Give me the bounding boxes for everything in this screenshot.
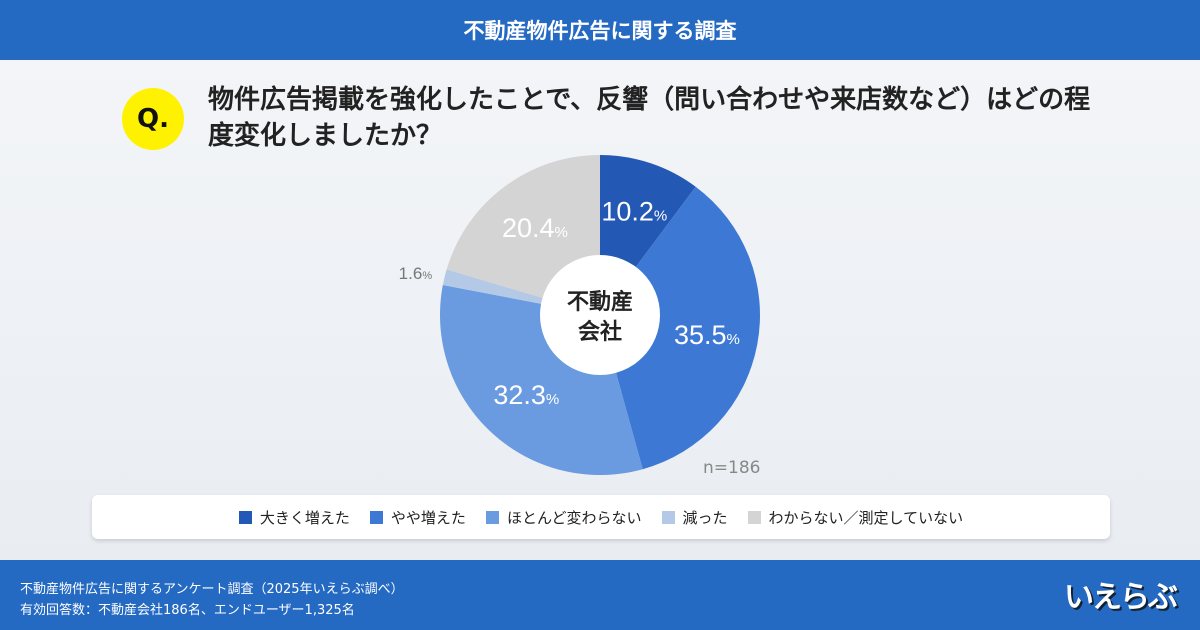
ierabu-logo: いえらぶ	[1064, 580, 1178, 615]
legend-label: ほとんど変わらない	[506, 508, 642, 527]
legend-label: 大きく増えた	[259, 508, 350, 527]
legend-item: ほとんど変わらない	[485, 507, 642, 528]
survey-source: 不動産物件広告に関するアンケート調査（2025年いえらぶ調べ）	[20, 582, 404, 597]
legend-label: 減った	[682, 508, 728, 527]
question-badge: Q.	[122, 88, 184, 150]
center-hole	[540, 255, 660, 375]
legend: 大きく増えた やや増えた ほとんど変わらない 減った わからない／測定していない	[92, 495, 1110, 539]
pie-slice	[600, 186, 761, 470]
legend-swatch	[485, 510, 499, 524]
legend-swatch	[369, 510, 383, 524]
respondent-count: 有効回答数：不動産会社186名、エンドユーザー1,325名	[20, 603, 355, 618]
legend-swatch	[747, 510, 761, 524]
legend-swatch	[238, 510, 252, 524]
legend-label: やや増えた	[390, 508, 466, 527]
footer: 不動産物件広告に関するアンケート調査（2025年いえらぶ調べ） 有効回答数：不動…	[0, 560, 1200, 630]
center-label: 不動産	[567, 289, 633, 315]
legend-item: やや増えた	[369, 507, 466, 528]
legend-label: わからない／測定していない	[768, 508, 964, 527]
legend-item: わからない／測定していない	[747, 507, 964, 528]
legend-item: 減った	[661, 507, 728, 528]
legend-item: 大きく増えた	[238, 507, 350, 528]
question-text: 物件広告掲載を強化したことで、反響（問い合わせや来店数など）はどの程度変化しまし…	[208, 85, 1091, 151]
center-label: 会社	[578, 319, 622, 345]
legend-swatch	[661, 510, 675, 524]
header-title: 不動産物件広告に関する調査	[0, 0, 1200, 60]
data-label: 1.6%	[399, 264, 433, 283]
sample-size: n=186	[703, 458, 761, 478]
